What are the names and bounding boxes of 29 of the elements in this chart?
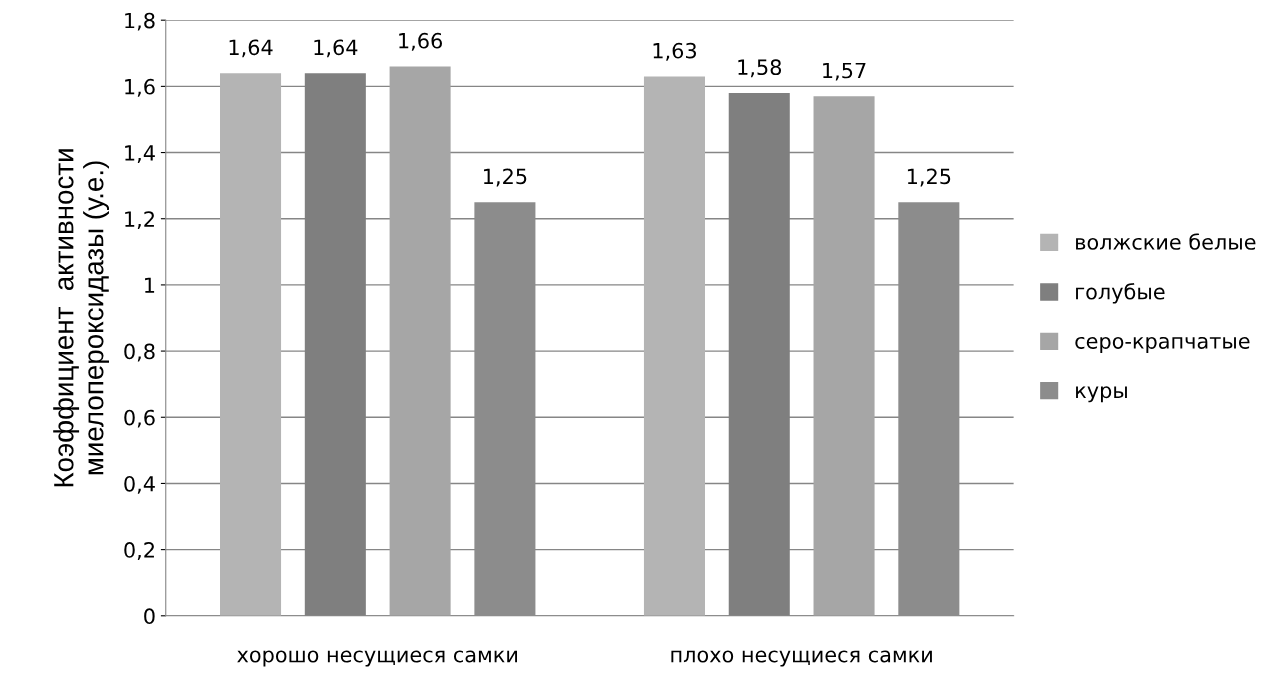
legend-label: куры (1076, 386, 1127, 403)
y-tick-label: 0,8 (124, 343, 155, 362)
legend-label: голубые (1076, 283, 1165, 304)
data-label: 1,58 (738, 59, 782, 78)
data-label: 1,25 (484, 168, 527, 187)
x-tick-label: хорошо несущиеся самки (237, 650, 517, 667)
legend-label: серо-крапчатые (1075, 336, 1250, 353)
y-tick-label: 0 (144, 608, 155, 625)
data-label: 1,64 (229, 39, 273, 58)
bar (220, 73, 282, 616)
data-label: 1,63 (653, 42, 696, 61)
data-label: 1,57 (823, 62, 866, 81)
data-label: 1,25 (907, 168, 951, 187)
bar (643, 76, 705, 616)
y-tick-label: 0,2 (124, 542, 154, 560)
y-tick-label: 0,6 (124, 409, 155, 428)
legend-label: волжские белые (1076, 233, 1256, 250)
y-tick-label: 0,4 (124, 475, 155, 494)
y-tick-label: 1,8 (125, 12, 155, 31)
bar (813, 96, 875, 616)
bar (389, 66, 451, 616)
data-label: 1,66 (399, 32, 442, 51)
data-label: 1,64 (314, 39, 358, 58)
y-axis-title: Коэффициент активности миелопероксидазы (у.е.) (53, 149, 110, 487)
y-tick-label: 1,6 (125, 78, 155, 97)
y-tick-label: 1,4 (125, 145, 155, 163)
x-tick-label: плохо несущиеся самки (671, 650, 932, 667)
y-tick-label: 1,2 (125, 211, 154, 230)
y-tick-label: 1 (145, 277, 155, 293)
